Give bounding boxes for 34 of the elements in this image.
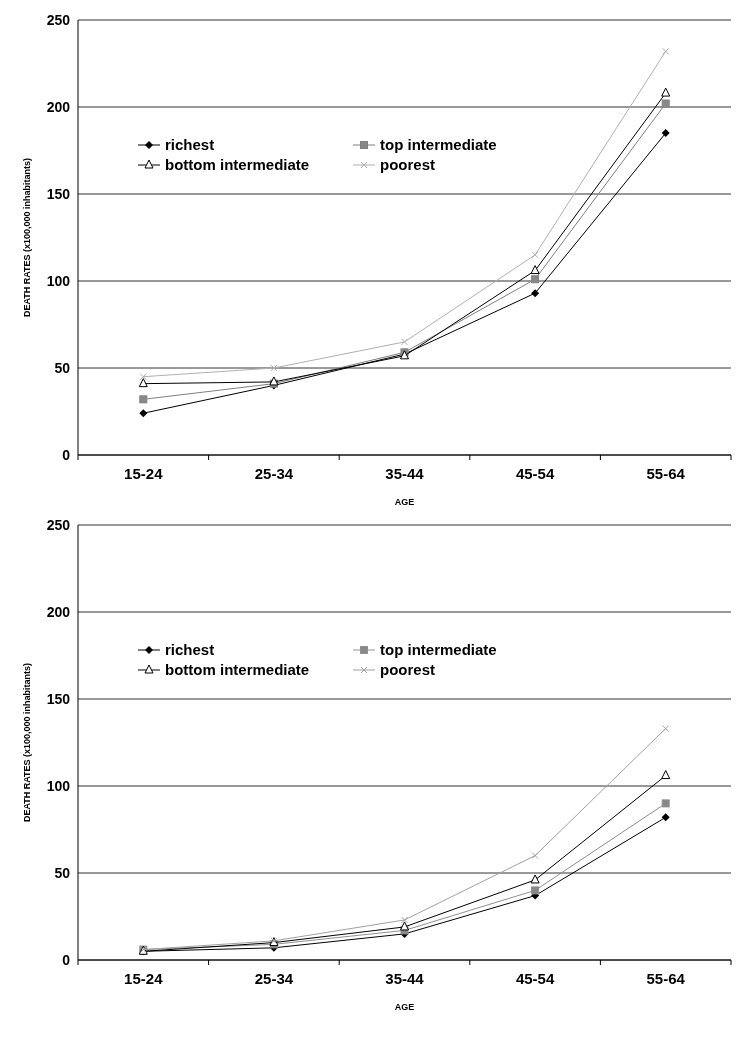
x-tick-label: 15-24 [124,970,164,987]
x-tick-label: 15-24 [124,465,164,482]
y-tick-label: 250 [46,11,71,28]
y-axis-title: DEATH RATES (x100,000 inhabitants) [22,157,32,318]
legend-label: top intermediate [380,136,497,154]
y-tick-label: 200 [46,603,71,620]
y-tick-label: 100 [46,777,71,794]
x-tick-label: 55-64 [646,970,686,987]
y-tick-label: 250 [46,516,71,533]
y-tick-label: 0 [62,446,71,463]
x-tick-label: 35-44 [385,970,425,987]
x-tick-label: 55-64 [646,465,686,482]
y-tick-label: 100 [46,272,71,289]
y-tick-label: 150 [46,185,71,202]
legend-label: poorest [380,156,436,174]
x-tick-label: 25-34 [254,465,294,482]
x-tick-label: 35-44 [385,465,425,482]
x-tick-label: 45-54 [515,970,555,987]
y-tick-label: 0 [62,951,71,968]
legend-label: richest [165,136,215,154]
x-axis-title: AGE [394,1002,415,1012]
x-tick-label: 25-34 [254,970,294,987]
y-tick-label: 50 [54,359,71,376]
legend-label: poorest [380,661,436,679]
y-axis-title: DEATH RATES (x100,000 inhabitants) [22,662,32,823]
legend-label: top intermediate [380,641,497,659]
x-axis-title: AGE [394,497,415,507]
x-tick-label: 45-54 [515,465,555,482]
legend-label: bottom intermediate [165,156,310,174]
y-tick-label: 50 [54,864,71,881]
y-tick-label: 150 [46,690,71,707]
legend-label: richest [165,641,215,659]
legend-label: bottom intermediate [165,661,310,679]
y-tick-label: 200 [46,98,71,115]
